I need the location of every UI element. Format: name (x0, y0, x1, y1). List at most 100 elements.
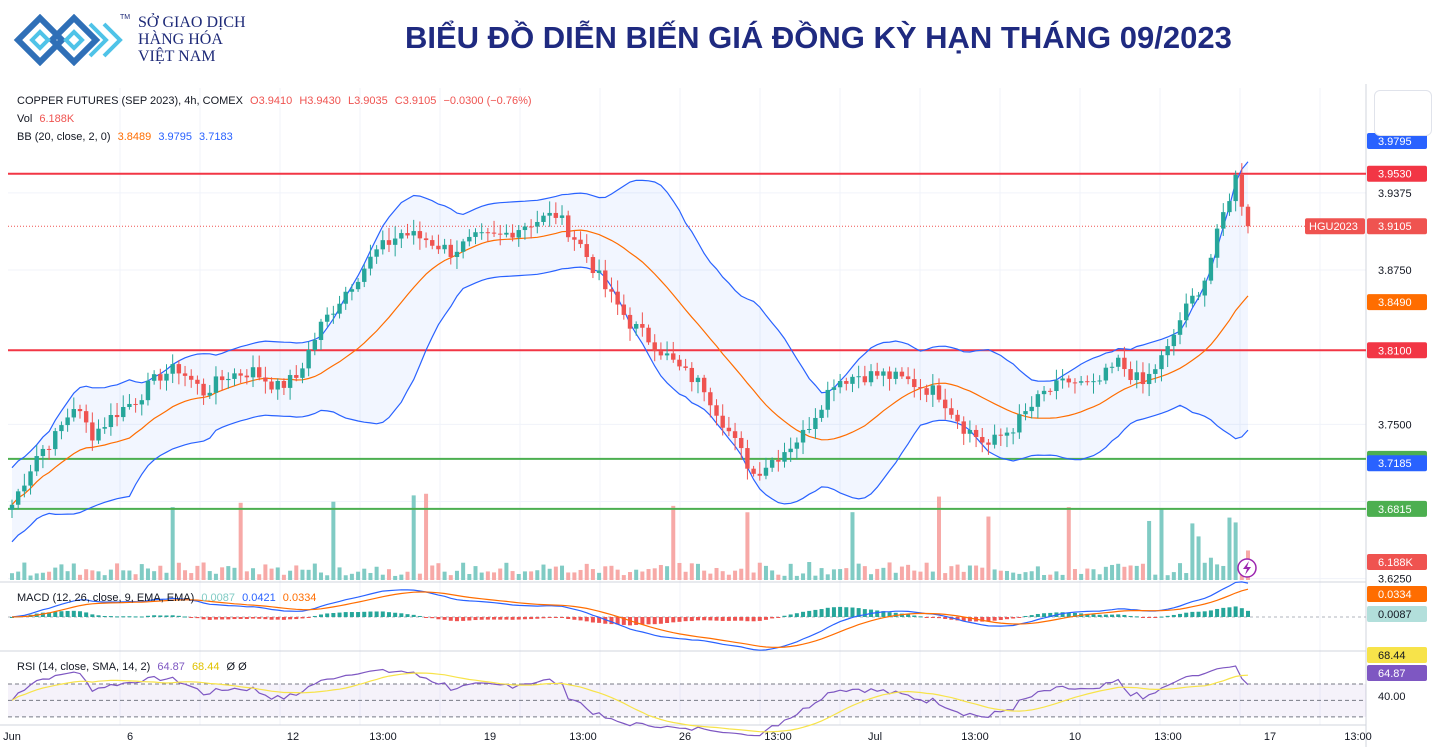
candle-body (1116, 357, 1121, 367)
candle-body (1109, 366, 1115, 368)
macd-histogram-bar (652, 617, 657, 625)
volume-bar (646, 569, 651, 580)
macd-histogram-bar (244, 617, 249, 620)
macd-histogram-bar (386, 612, 391, 617)
candle-body (195, 379, 200, 384)
macd-histogram-bar (226, 617, 231, 620)
volume-bar (306, 569, 311, 580)
volume-bar (1097, 574, 1102, 580)
volume-bar (362, 568, 367, 580)
macd-histogram-bar (454, 617, 459, 622)
macd-histogram-bar (207, 617, 212, 620)
volume-bar (47, 571, 52, 580)
macd-histogram-bar (473, 617, 478, 621)
macd-histogram-bar (529, 617, 534, 620)
lightning-icon[interactable] (1237, 558, 1257, 578)
candle-body (22, 485, 27, 492)
volume-bar (53, 567, 58, 580)
macd-histogram-bar (615, 617, 620, 625)
candle-body (621, 304, 627, 315)
volume-bar (269, 568, 274, 580)
candle-body (942, 399, 948, 409)
volume-bar (782, 575, 787, 580)
volume-bar (918, 571, 923, 580)
legend-symbol: COPPER FUTURES (SEP 2023), 4h, COMEX (17, 95, 243, 107)
candle-body (708, 392, 713, 406)
candle-body (219, 376, 225, 381)
x-tick-label: 26 (679, 731, 691, 743)
volume-bar (257, 574, 262, 580)
candle-body (300, 368, 305, 378)
volume-label-bg (1367, 554, 1427, 570)
bollinger-upper-line (11, 161, 1249, 469)
candle-body (238, 373, 243, 376)
candle-body (732, 431, 738, 438)
legend-macd-label: MACD (12, 26, close, 9, EMA, EMA) (17, 592, 195, 604)
candle-body (269, 381, 274, 390)
price-chart[interactable]: 3.93753.87503.75003.62503.95303.81003.72… (0, 84, 1432, 747)
macd-histogram-bar (53, 611, 58, 617)
volume-bar (473, 566, 478, 580)
volume-bar (195, 565, 200, 580)
candle-body (1060, 378, 1065, 381)
candle-body (831, 387, 837, 390)
volume-bar (294, 565, 299, 580)
candle-body (71, 409, 76, 418)
macd-histogram-bar (77, 611, 82, 617)
volume-bar (108, 569, 113, 580)
x-tick-label: 13:00 (961, 731, 989, 743)
candle-body (423, 238, 429, 241)
logo-text: SỞ GIAO DỊCH HÀNG HÓA VIỆT NAM (138, 14, 246, 65)
macd-histogram-bar (597, 617, 602, 623)
volume-bar (937, 496, 941, 580)
price-axis: 3.93753.87503.75003.62503.95303.81003.72… (1305, 133, 1427, 703)
volume-bar (572, 572, 577, 580)
macd-histogram-bar (1011, 617, 1016, 619)
candles (9, 163, 1251, 518)
chart-settings-button[interactable] (1374, 90, 1432, 136)
macd-histogram-bar (1227, 607, 1232, 617)
candle-body (769, 460, 775, 468)
macd-histogram-bar (1103, 614, 1108, 617)
macd-histogram-bar (819, 609, 824, 617)
volume-bar (974, 565, 979, 580)
volume-bar (337, 567, 342, 580)
macd-histogram-bar (275, 617, 280, 620)
candle-body (331, 313, 336, 315)
candle-body (392, 238, 398, 245)
candle-body (1184, 303, 1189, 321)
candle-body (430, 240, 435, 246)
candle-body (1208, 257, 1214, 281)
candle-body (386, 240, 392, 245)
candle-body (559, 215, 565, 218)
macd-histogram-bar (417, 615, 422, 617)
macd-histogram-bar (665, 617, 670, 623)
volume-bar (393, 575, 398, 580)
candle-body (46, 448, 52, 450)
legend-high: H3.9430 (299, 95, 341, 107)
volume-bar (213, 573, 218, 580)
volume-bar (560, 565, 565, 580)
candle-body (102, 427, 107, 429)
candle-body (584, 244, 589, 258)
candle-body (1048, 390, 1053, 392)
candle-body (454, 251, 460, 257)
volume-bar (152, 571, 157, 580)
volume-bar (374, 566, 379, 580)
macd-histogram-bar (714, 617, 719, 621)
candle-body (65, 417, 70, 426)
macd-histogram-bar (1091, 614, 1096, 617)
volume-bar (831, 569, 836, 580)
candle-body (547, 212, 552, 216)
volume-bar (640, 571, 645, 580)
macd-signal-line (11, 588, 1249, 649)
candle-body (739, 437, 744, 449)
volume-bar (65, 571, 70, 580)
volume-bar (442, 571, 447, 580)
macd-histogram-bar (411, 614, 416, 617)
candle-body (1029, 406, 1034, 412)
volume-bar (875, 568, 880, 580)
macd-histogram-bar (393, 612, 398, 617)
volume-bar (1054, 571, 1059, 580)
volume-bar (461, 562, 466, 580)
